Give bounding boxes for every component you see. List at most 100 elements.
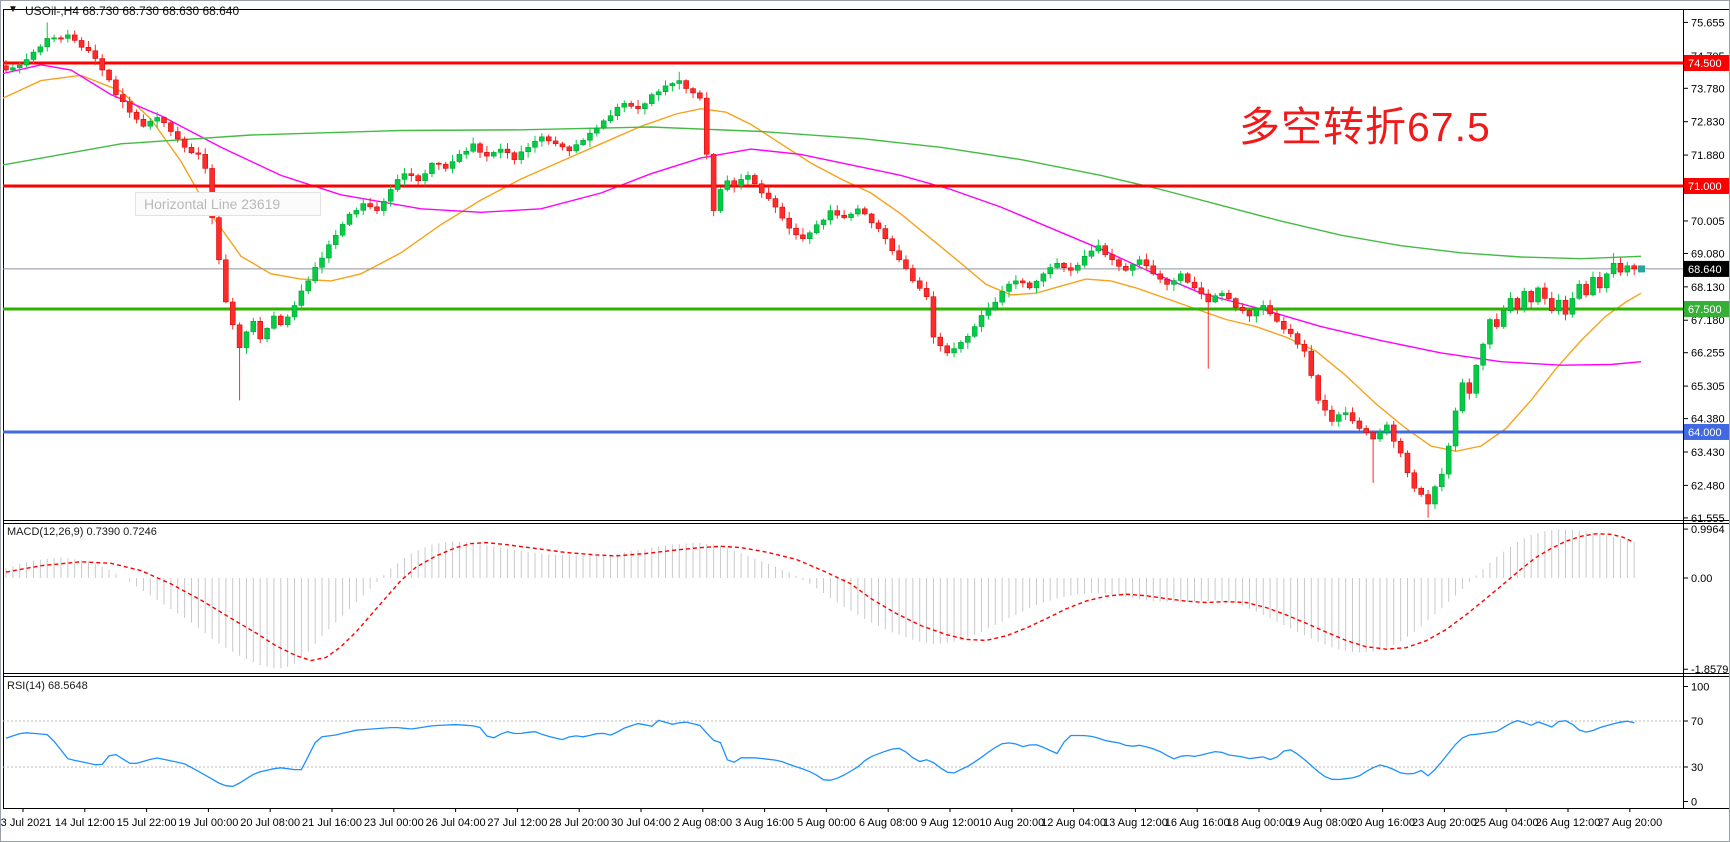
candle bbox=[92, 50, 99, 59]
candle bbox=[216, 217, 222, 261]
candle bbox=[326, 244, 332, 259]
time-tick-label: 23 Aug 20:00 bbox=[1412, 817, 1477, 829]
candle bbox=[841, 214, 847, 218]
price-level-badge bbox=[1684, 177, 1729, 194]
candle bbox=[168, 122, 174, 132]
time-tick-label: 16 Aug 16:00 bbox=[1165, 817, 1230, 829]
time-tick-label: 20 Jul 08:00 bbox=[240, 817, 300, 829]
time-tick-label: 13 Jul 2021 bbox=[1, 817, 51, 829]
time-tick-label: 12 Aug 04:00 bbox=[1041, 817, 1106, 829]
candle bbox=[1576, 284, 1582, 299]
price-tick-label: 71.880 bbox=[1691, 150, 1725, 162]
chart-text-annotation[interactable]: 多空转折67.5 bbox=[1239, 104, 1491, 150]
candle bbox=[1020, 280, 1026, 284]
candle bbox=[1198, 287, 1205, 295]
price-axis[interactable]: 75.65574.70573.78072.83071.88070.93070.0… bbox=[1683, 17, 1730, 525]
candle bbox=[779, 206, 786, 219]
candle bbox=[51, 37, 57, 40]
candle bbox=[154, 117, 160, 122]
candle bbox=[71, 34, 78, 41]
price-level-badge bbox=[1684, 423, 1729, 440]
candle bbox=[236, 324, 243, 348]
symbol-menu-icon[interactable]: ▼ bbox=[8, 4, 18, 15]
candle bbox=[1521, 291, 1528, 310]
candle bbox=[305, 280, 312, 292]
time-tick-label: 15 Jul 22:00 bbox=[117, 817, 177, 829]
candle bbox=[965, 336, 971, 343]
candle bbox=[518, 151, 524, 160]
candle bbox=[1013, 280, 1019, 285]
candle bbox=[30, 51, 37, 60]
candle bbox=[477, 143, 483, 153]
candle bbox=[525, 147, 531, 153]
candle bbox=[1342, 412, 1349, 415]
price-tick-label: 65.305 bbox=[1691, 381, 1725, 393]
candle bbox=[916, 280, 923, 289]
candle bbox=[992, 301, 999, 310]
time-tick-label: 19 Aug 08:00 bbox=[1288, 817, 1353, 829]
time-tick-label: 19 Jul 00:00 bbox=[178, 817, 238, 829]
candle bbox=[106, 69, 112, 81]
price-tick-label: 67.180 bbox=[1691, 315, 1725, 327]
candle bbox=[10, 67, 16, 71]
candle bbox=[1555, 299, 1562, 311]
price-level-badge bbox=[1684, 55, 1729, 71]
candle bbox=[1191, 281, 1198, 289]
candle bbox=[1246, 310, 1253, 317]
candle bbox=[1411, 472, 1418, 489]
price-level-badge-text: 71.000 bbox=[1688, 181, 1722, 193]
candle bbox=[958, 342, 964, 349]
candle bbox=[786, 217, 792, 229]
candle bbox=[58, 37, 64, 40]
main-chart-pane[interactable] bbox=[2, 61, 1683, 453]
candle bbox=[223, 259, 229, 303]
candle bbox=[1219, 292, 1225, 296]
time-tick-label: 30 Jul 04:00 bbox=[611, 817, 671, 829]
candle bbox=[1178, 273, 1184, 281]
rsi-pane[interactable]: 100 70 30 0 bbox=[3, 682, 1709, 809]
candle bbox=[1377, 432, 1383, 440]
price-level-badge-text: 74.500 bbox=[1688, 58, 1722, 70]
candle bbox=[1549, 298, 1555, 311]
candle bbox=[1439, 473, 1445, 487]
time-tick-label: 26 Jul 04:00 bbox=[426, 817, 486, 829]
rsi-tick-label: 30 bbox=[1691, 762, 1703, 774]
candle bbox=[1068, 267, 1074, 271]
candle bbox=[401, 173, 408, 180]
candle bbox=[1294, 333, 1301, 345]
candle bbox=[1287, 328, 1294, 334]
candle bbox=[772, 198, 779, 208]
candle bbox=[649, 94, 655, 104]
candle bbox=[23, 59, 30, 66]
candle bbox=[800, 234, 806, 239]
candle bbox=[710, 154, 717, 211]
candle bbox=[243, 331, 250, 348]
candle bbox=[1026, 282, 1033, 289]
candle bbox=[1473, 364, 1479, 394]
time-tick-label: 6 Aug 08:00 bbox=[859, 817, 918, 829]
candle bbox=[381, 200, 387, 211]
candle bbox=[1603, 273, 1610, 289]
candle bbox=[1116, 259, 1122, 267]
candle bbox=[580, 140, 586, 145]
candle bbox=[422, 173, 428, 181]
candle bbox=[1129, 264, 1136, 271]
candle bbox=[1363, 428, 1370, 433]
macd-pane[interactable]: 0.9964 0.00 -1.8579 bbox=[5, 524, 1728, 676]
time-tick-label: 9 Aug 12:00 bbox=[921, 817, 980, 829]
time-tick-label: 3 Aug 16:00 bbox=[735, 817, 794, 829]
time-tick-label: 28 Jul 20:00 bbox=[549, 817, 609, 829]
candle bbox=[1123, 266, 1129, 271]
candle bbox=[1006, 283, 1012, 292]
time-tick-label: 21 Jul 16:00 bbox=[302, 817, 362, 829]
candle bbox=[408, 173, 415, 176]
candle bbox=[1315, 375, 1321, 401]
candle bbox=[188, 147, 195, 154]
candle bbox=[161, 117, 167, 123]
chart-title: USOil-,H4 68.730 68.730 68.630 68.640 bbox=[25, 4, 240, 18]
price-tick-label: 68.130 bbox=[1691, 282, 1725, 294]
candle bbox=[333, 234, 339, 245]
candle bbox=[1466, 382, 1473, 394]
